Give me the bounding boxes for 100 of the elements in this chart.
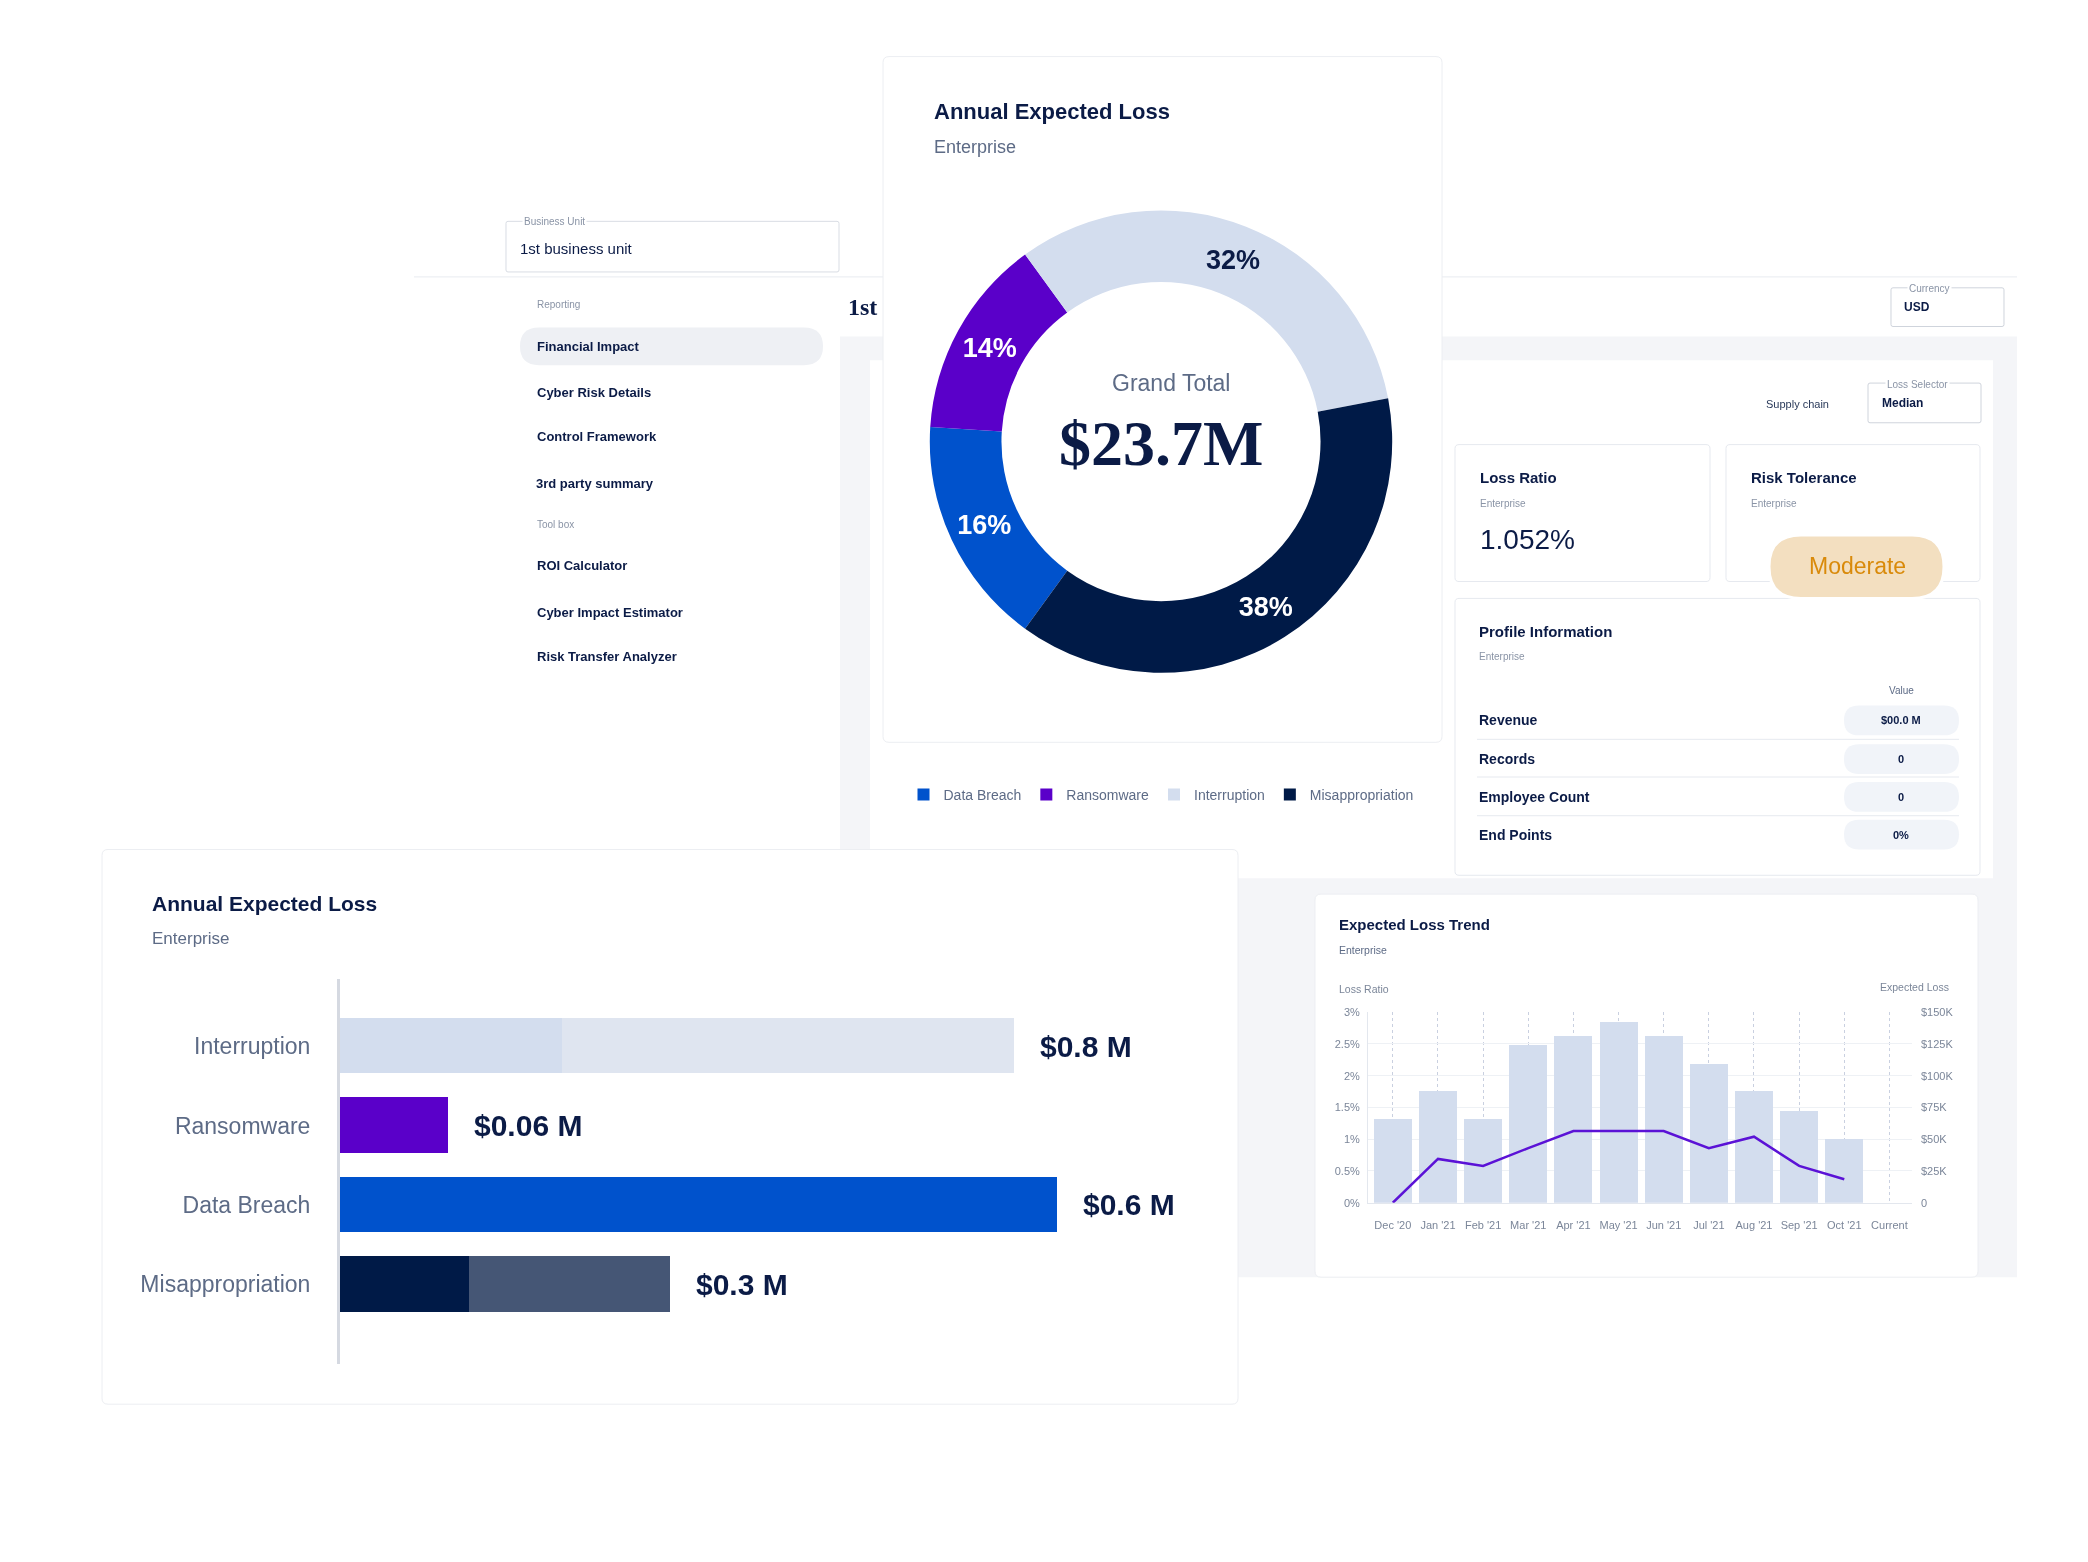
line-series xyxy=(1391,1129,1846,1203)
data-label: 32% xyxy=(1205,244,1260,275)
x-tick-label: Current xyxy=(1871,1218,1908,1231)
y-tick-label: 3% xyxy=(1343,1006,1361,1019)
legend-label: Interruption xyxy=(1194,786,1265,803)
bar xyxy=(1419,1091,1457,1203)
text: Loss Selector xyxy=(1887,379,1949,390)
text: Records xyxy=(1479,751,1536,767)
text: Value xyxy=(1889,685,1915,696)
text: Grand Total xyxy=(1112,370,1231,396)
chart-title: Annual Expected Loss xyxy=(934,99,1170,124)
bar xyxy=(1600,1022,1638,1203)
text: Enterprise xyxy=(1479,651,1526,662)
y2-tick-label: $125K xyxy=(1921,1037,1954,1050)
x-tick-label: May '21 xyxy=(1599,1218,1638,1231)
bar xyxy=(1554,1036,1592,1203)
text: ROI Calculator xyxy=(537,558,628,573)
bar xyxy=(340,1256,469,1313)
chart-subtitle: Enterprise xyxy=(1339,944,1388,956)
text: Financial Impact xyxy=(537,339,640,354)
y-tick-label: 1.5% xyxy=(1334,1101,1361,1114)
annotation: $0.6 M xyxy=(1083,1188,1175,1221)
y-tick-label: 0% xyxy=(1343,1196,1361,1209)
text: Cyber Risk Details xyxy=(537,385,652,400)
text: Currency xyxy=(1909,283,1950,294)
donut-slice xyxy=(1025,210,1389,412)
text: 1.052% xyxy=(1480,524,1575,555)
text: Risk Tolerance xyxy=(1751,469,1857,486)
text: Control Framework xyxy=(537,429,657,444)
text: End Points xyxy=(1479,827,1553,843)
chart-title: Expected Loss Trend xyxy=(1339,916,1490,933)
bar xyxy=(469,1256,670,1313)
x-tick-label: Apr '21 xyxy=(1556,1218,1591,1231)
text: 1st xyxy=(848,294,878,320)
x-tick-label: Jun '21 xyxy=(1646,1218,1682,1231)
annotation: $0.06 M xyxy=(474,1109,583,1142)
x-tick-label: Mar '21 xyxy=(1510,1218,1547,1231)
y2-tick-label: $75K xyxy=(1921,1101,1948,1114)
y2-tick-label: $25K xyxy=(1921,1164,1948,1177)
text: Business Unit xyxy=(524,216,586,227)
text: Supply chain xyxy=(1766,398,1829,410)
text: 1st business unit xyxy=(520,240,633,257)
annotation: $0.3 M xyxy=(696,1268,788,1301)
y-tick-label: Misappropriation xyxy=(140,1271,311,1298)
text: $00.0 M xyxy=(1881,714,1921,726)
text: Profile Information xyxy=(1479,623,1613,640)
text: Tool box xyxy=(537,519,575,530)
y-tick-label: 0.5% xyxy=(1334,1164,1361,1177)
y2-tick-label: 0 xyxy=(1921,1196,1928,1209)
text: Enterprise xyxy=(152,929,230,948)
bar xyxy=(1690,1064,1728,1203)
text: Revenue xyxy=(1479,712,1538,728)
text: Enterprise xyxy=(1751,498,1798,509)
bar xyxy=(340,1097,448,1154)
y-tick-label: 2.5% xyxy=(1334,1037,1361,1050)
bar xyxy=(1509,1045,1547,1203)
y2-tick-label: $150K xyxy=(1921,1006,1954,1019)
y-axis-title: Loss Ratio xyxy=(1339,983,1389,995)
text: $23.7M xyxy=(1059,408,1264,479)
y-tick-label: 2% xyxy=(1343,1069,1361,1082)
bar xyxy=(1645,1036,1683,1203)
y2-axis-title: Expected Loss xyxy=(1880,981,1949,993)
text: 0% xyxy=(1893,829,1910,841)
chart-subtitle: Enterprise xyxy=(934,137,1017,157)
donut-slice xyxy=(1025,398,1392,673)
text: Cyber Impact Estimator xyxy=(537,605,683,620)
text: Risk Transfer Analyzer xyxy=(537,649,677,664)
x-tick-label: Dec '20 xyxy=(1374,1218,1412,1231)
y-tick-label: Interruption xyxy=(194,1033,311,1060)
text: Reporting xyxy=(537,299,581,310)
bar xyxy=(340,1177,1057,1233)
chart-title: Annual Expected Loss xyxy=(152,892,378,915)
text: Loss Ratio xyxy=(1480,469,1557,486)
bar xyxy=(1464,1119,1502,1203)
legend-label: Data Breach xyxy=(943,786,1022,803)
x-tick-label: Jul '21 xyxy=(1693,1218,1725,1231)
bar xyxy=(1735,1091,1773,1203)
x-tick-label: Sep '21 xyxy=(1780,1218,1818,1231)
bar xyxy=(1780,1111,1818,1203)
y-tick-label: Ransomware xyxy=(174,1112,311,1139)
text: Employee Count xyxy=(1479,789,1590,805)
y2-tick-label: $100K xyxy=(1921,1069,1954,1082)
x-tick-label: Feb '21 xyxy=(1464,1218,1502,1231)
text: 3rd party summary xyxy=(536,476,654,491)
x-tick-label: Aug '21 xyxy=(1735,1218,1773,1231)
bar xyxy=(1825,1139,1863,1203)
data-label: 14% xyxy=(962,332,1017,363)
bar xyxy=(1374,1119,1412,1203)
x-tick-label: Oct '21 xyxy=(1827,1218,1862,1231)
text: USD xyxy=(1904,300,1930,314)
x-tick-label: Jan '21 xyxy=(1420,1218,1456,1231)
y2-tick-label: $50K xyxy=(1921,1133,1948,1146)
text: 0 xyxy=(1898,791,1905,803)
data-label: 16% xyxy=(957,509,1012,540)
data-label: 38% xyxy=(1238,591,1293,622)
text: Moderate xyxy=(1809,553,1907,579)
y-tick-label: Data Breach xyxy=(182,1191,311,1218)
text: 0 xyxy=(1898,753,1905,765)
text: Enterprise xyxy=(1480,498,1527,509)
legend-label: Ransomware xyxy=(1066,786,1150,803)
